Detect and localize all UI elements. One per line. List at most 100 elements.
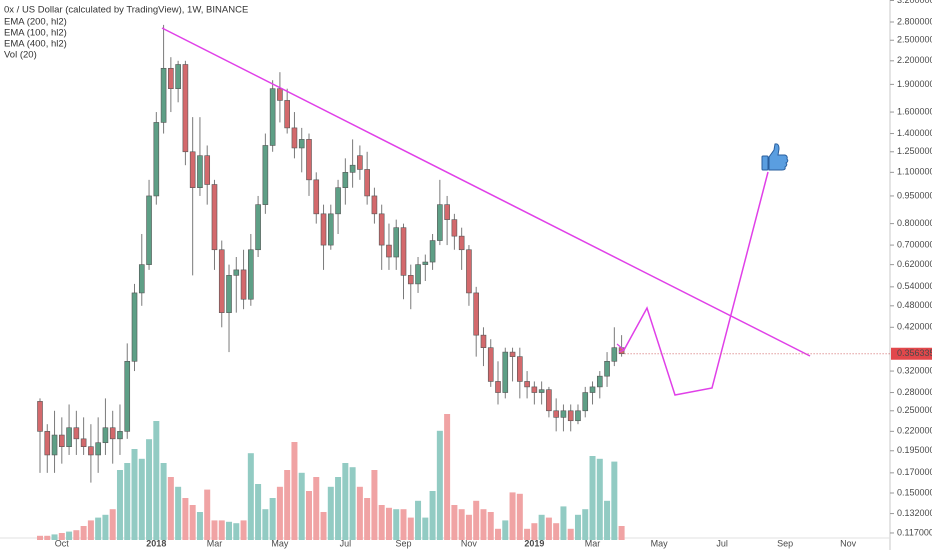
candle-body	[168, 67, 174, 89]
candle-body	[131, 292, 138, 362]
volume-bar	[393, 509, 400, 540]
arrow-head	[616, 343, 626, 353]
candle-body	[95, 442, 101, 456]
candle-body	[560, 410, 567, 418]
candle-body	[109, 427, 116, 440]
volume-bar	[211, 520, 218, 540]
candle-body	[517, 356, 523, 382]
volume-bar	[524, 528, 531, 540]
candle-body	[393, 227, 400, 258]
volume-bar	[327, 486, 334, 540]
candle-body	[269, 88, 276, 146]
volume-bar	[196, 512, 203, 540]
volume-bar	[574, 514, 581, 540]
candle-body	[538, 389, 545, 393]
volume-bar	[146, 439, 153, 540]
volume-bar	[175, 486, 182, 540]
candle-body	[371, 195, 378, 215]
candle-body	[495, 381, 501, 393]
volume-bar	[451, 505, 458, 540]
candle-layer	[37, 24, 625, 483]
candle-body	[604, 360, 610, 377]
volume-bar	[320, 512, 327, 540]
volume-bar	[364, 498, 371, 540]
volume-bar	[87, 520, 94, 540]
candle-body	[466, 249, 472, 294]
volume-bar	[422, 517, 429, 540]
candle-body	[364, 169, 370, 197]
y-tick-label: 0.320000	[897, 365, 932, 375]
candle-body	[327, 213, 334, 246]
volume-bar	[138, 458, 145, 540]
volume-bar	[255, 484, 262, 540]
y-tick-label: 1.400000	[897, 128, 932, 138]
candle-body	[357, 155, 363, 170]
candle-body	[437, 204, 443, 241]
volume-bar	[189, 505, 196, 540]
indicator-label: EMA (200, hl2)	[4, 17, 67, 28]
volume-bar	[284, 470, 291, 540]
volume-bar	[509, 492, 516, 540]
candle-body	[160, 67, 167, 123]
volume-bar	[95, 517, 102, 540]
volume-bar	[51, 534, 58, 540]
candle-body	[153, 122, 160, 197]
last-price-label: 0.356335	[897, 348, 932, 358]
volume-bar	[342, 463, 349, 540]
candle-body	[473, 292, 480, 336]
volume-bar	[80, 526, 87, 540]
candle-body	[102, 427, 109, 444]
y-tick-label: 3.200000	[897, 0, 932, 5]
candle-body	[487, 347, 494, 382]
volume-bar	[44, 535, 51, 540]
candle-body	[575, 410, 581, 422]
candle-body	[509, 351, 516, 357]
candle-body	[88, 446, 94, 456]
volume-bar	[131, 449, 138, 540]
volume-bar	[531, 523, 538, 540]
y-tick-label: 0.540000	[897, 281, 932, 291]
candle-body	[415, 264, 421, 285]
volume-layer	[37, 414, 625, 540]
candle-body	[175, 64, 181, 89]
y-tick-label: 1.900000	[897, 79, 932, 89]
volume-bar	[153, 421, 160, 540]
volume-bar	[226, 521, 233, 540]
volume-bar	[444, 414, 451, 540]
volume-bar	[233, 523, 240, 540]
candle-body	[197, 155, 203, 188]
candle-body	[596, 375, 603, 388]
candle-body	[51, 434, 58, 456]
volume-bar	[473, 500, 480, 540]
x-tick-label: 2018	[146, 538, 166, 548]
volume-bar	[218, 520, 225, 540]
x-tick-label: Nov	[461, 538, 478, 548]
y-tick-label: 0.250000	[897, 405, 932, 415]
x-tick-label: Sep	[395, 538, 411, 548]
volume-bar	[371, 470, 378, 540]
volume-bar	[618, 526, 625, 540]
candle-body	[407, 275, 414, 285]
y-tick-label: 1.600000	[897, 106, 932, 116]
y-tick-label: 0.132000	[897, 508, 932, 518]
volume-bar	[313, 477, 320, 540]
candle-body	[320, 213, 327, 246]
candle-body	[567, 410, 574, 422]
volume-bar	[589, 456, 596, 540]
candle-body	[582, 392, 589, 412]
volume-bar	[582, 509, 589, 540]
volume-bar	[480, 509, 487, 540]
candle-body	[553, 410, 559, 418]
volume-bar	[182, 498, 189, 540]
y-tick-label: 0.620000	[897, 259, 932, 269]
candle-body	[66, 427, 72, 447]
x-tick-label: Mar	[207, 538, 223, 548]
candle-body	[298, 139, 305, 149]
y-tick-label: 0.420000	[897, 322, 932, 332]
candle-body	[284, 100, 290, 129]
chart-title: 0x / US Dollar (calculated by TradingVie…	[4, 5, 248, 16]
volume-bar	[495, 528, 502, 540]
volume-bar	[269, 498, 276, 540]
candle-body	[138, 264, 145, 294]
